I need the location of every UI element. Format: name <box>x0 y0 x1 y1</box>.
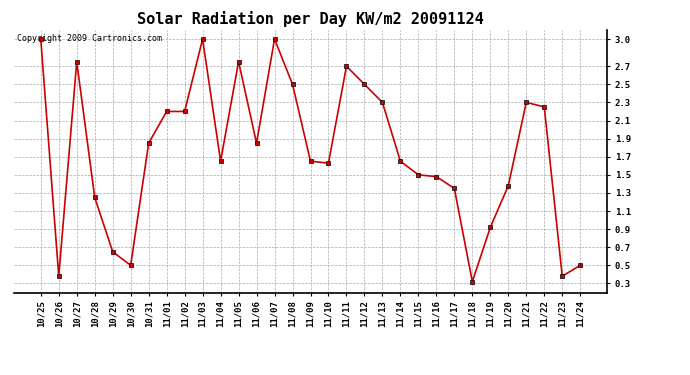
Title: Solar Radiation per Day KW/m2 20091124: Solar Radiation per Day KW/m2 20091124 <box>137 12 484 27</box>
Text: Copyright 2009 Cartronics.com: Copyright 2009 Cartronics.com <box>17 34 161 43</box>
